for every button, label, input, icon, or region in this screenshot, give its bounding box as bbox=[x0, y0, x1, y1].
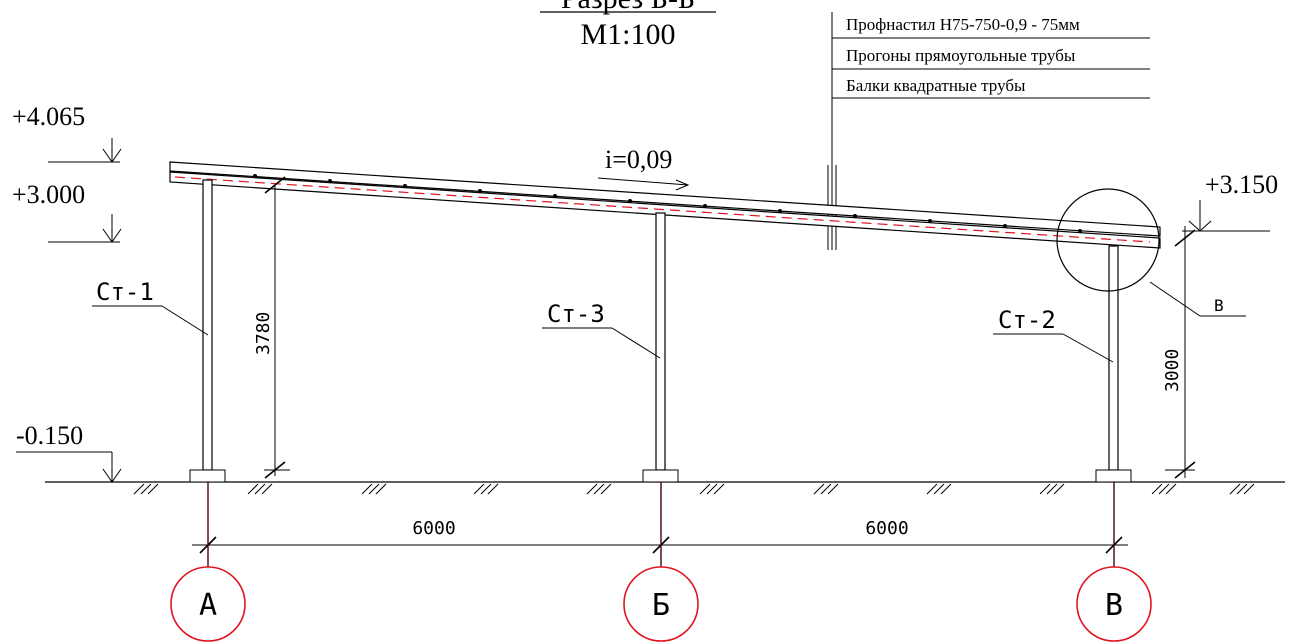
dimension-label-span-2: 6000 bbox=[865, 518, 908, 539]
purlin-marks bbox=[253, 174, 1082, 233]
level-mark-high-left: +4.065 bbox=[12, 102, 122, 163]
level-label-3000: +3.000 bbox=[12, 180, 85, 209]
column-st3 bbox=[642, 212, 679, 483]
level-label-3150: +3.150 bbox=[1205, 170, 1278, 199]
column-label-st3: Ст-3 bbox=[542, 300, 661, 359]
roof-sheet bbox=[169, 161, 1161, 237]
axis-label-a: А bbox=[199, 588, 217, 623]
column-label-left: Ст-1 bbox=[96, 278, 154, 306]
axis-label-b: Б bbox=[652, 588, 670, 623]
slope-label: i=0,09 bbox=[605, 145, 672, 174]
column-st2 bbox=[1095, 245, 1132, 483]
dimension-3000: 3000 bbox=[1162, 226, 1196, 479]
column-label-middle: Ст-3 bbox=[547, 300, 605, 328]
axis-bubble-b: Б bbox=[623, 566, 699, 642]
axis-bubble-v: В bbox=[1076, 566, 1152, 642]
callout-line-2: Прогоны прямоугольные трубы bbox=[846, 46, 1076, 65]
callout-line-3: Балки квадратные трубы bbox=[846, 76, 1026, 95]
dimension-label-span-1: 6000 bbox=[412, 518, 455, 539]
slope-indicator: i=0,09 bbox=[597, 145, 690, 191]
roof-axis-dash bbox=[174, 176, 1151, 243]
level-mark-right: +3.150 bbox=[1182, 170, 1278, 232]
axis-label-v: В bbox=[1105, 588, 1123, 623]
scale-label: М1:100 bbox=[580, 18, 675, 51]
grid-axis-extensions bbox=[207, 482, 1115, 567]
column-st1 bbox=[189, 179, 226, 483]
column-base-st2 bbox=[1095, 469, 1132, 483]
level-label-4065: +4.065 bbox=[12, 102, 85, 131]
level-mark-ground: -0.150 bbox=[16, 421, 122, 483]
dimension-chain: 6000 6000 bbox=[192, 518, 1128, 554]
level-mark-3000: +3.000 bbox=[12, 180, 122, 243]
roof-assembly bbox=[169, 161, 1161, 249]
detail-circle bbox=[1056, 188, 1160, 292]
callout-line-1: Профнастил Н75-750-0,9 - 75мм bbox=[846, 15, 1080, 34]
column-label-st1: Ст-1 bbox=[92, 278, 209, 336]
dimension-label-3000: 3000 bbox=[1162, 349, 1183, 392]
column-base-st1 bbox=[189, 469, 226, 483]
dimension-3780: 3780 bbox=[253, 176, 290, 479]
level-label-ground: -0.150 bbox=[16, 421, 83, 450]
column-base-st3 bbox=[642, 469, 679, 483]
column-label-st2: Ст-2 bbox=[993, 306, 1114, 363]
detail-callout: В bbox=[1056, 188, 1246, 317]
axis-bubble-a: А bbox=[170, 566, 246, 642]
roof-beam bbox=[169, 171, 1161, 249]
material-callout: Профнастил Н75-750-0,9 - 75мм Прогоны пр… bbox=[827, 12, 1150, 250]
section-title-partial: Разрез Б-Б bbox=[561, 0, 695, 15]
ground-hatching bbox=[133, 483, 1255, 495]
dimension-label-3780: 3780 bbox=[253, 312, 274, 355]
column-label-right: Ст-2 bbox=[998, 306, 1056, 334]
detail-label: В bbox=[1214, 296, 1224, 315]
